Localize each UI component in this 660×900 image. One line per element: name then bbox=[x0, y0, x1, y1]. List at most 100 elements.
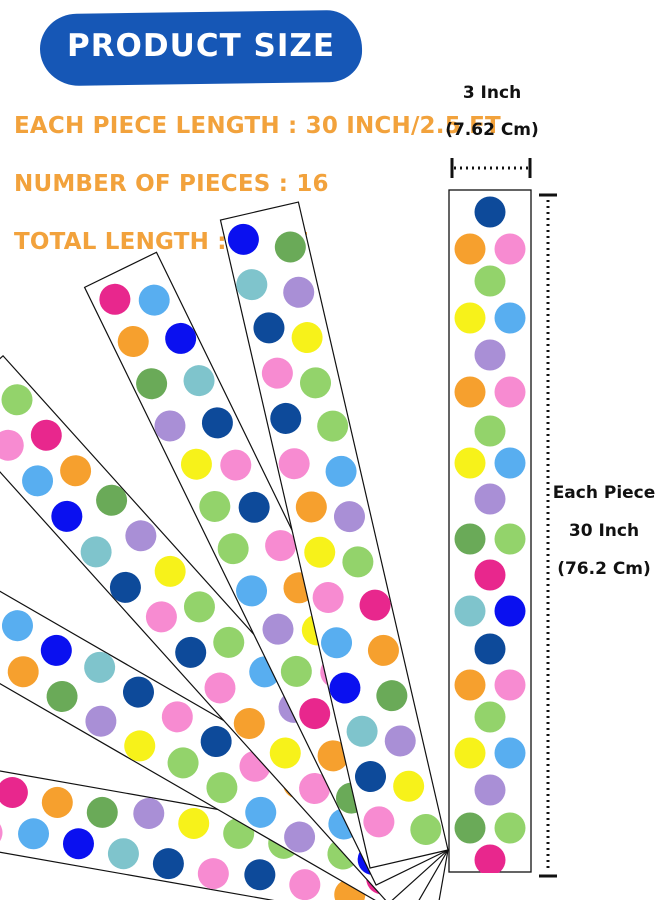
polka-dot bbox=[51, 500, 83, 532]
polka-dot bbox=[236, 269, 268, 301]
polka-dot bbox=[204, 672, 236, 704]
polka-dot bbox=[304, 536, 336, 568]
polka-dot bbox=[454, 595, 486, 627]
polka-dot bbox=[474, 339, 506, 371]
length-inch-label: 30 Inch bbox=[568, 521, 640, 541]
polka-dot bbox=[124, 730, 156, 762]
polka-dot bbox=[291, 322, 323, 354]
polka-dot bbox=[410, 813, 442, 845]
polka-dot bbox=[321, 627, 353, 659]
polka-dot bbox=[494, 595, 526, 627]
polka-dot bbox=[197, 858, 229, 890]
polka-dot bbox=[145, 601, 177, 633]
polka-dot bbox=[283, 276, 315, 308]
polka-dot bbox=[96, 484, 128, 516]
polka-dot bbox=[40, 634, 72, 666]
polka-dot bbox=[253, 312, 285, 344]
polka-dot bbox=[199, 490, 231, 522]
polka-dot bbox=[233, 707, 265, 739]
polka-dot bbox=[206, 772, 238, 804]
polka-dot bbox=[474, 415, 506, 447]
polka-dot bbox=[244, 859, 276, 891]
polka-dot bbox=[213, 626, 245, 658]
polka-dot bbox=[454, 669, 486, 701]
polka-dot bbox=[363, 806, 395, 838]
polka-dot bbox=[133, 797, 165, 829]
polka-dot bbox=[175, 636, 207, 668]
polka-dot bbox=[262, 613, 294, 645]
polka-dot bbox=[494, 376, 526, 408]
polka-dot bbox=[180, 448, 212, 480]
polka-dot bbox=[227, 223, 259, 255]
polka-dot bbox=[474, 701, 506, 733]
polka-dot bbox=[367, 634, 399, 666]
polka-dot bbox=[154, 410, 186, 442]
polka-dot bbox=[494, 523, 526, 555]
polka-dot bbox=[278, 448, 310, 480]
polka-dot bbox=[245, 796, 277, 828]
polka-dot bbox=[494, 669, 526, 701]
polka-dot bbox=[107, 838, 139, 870]
polka-dot bbox=[474, 844, 506, 876]
polka-dot bbox=[265, 530, 297, 562]
width-inch-label: 3 Inch bbox=[462, 83, 522, 103]
polka-dot bbox=[474, 483, 506, 515]
spec-piece-length: EACH PIECE LENGTH : 30 INCH/2.5 FT bbox=[14, 113, 501, 139]
polka-dot bbox=[494, 302, 526, 334]
polka-dot bbox=[7, 656, 39, 688]
length-title-label: Each Piece bbox=[552, 483, 656, 503]
polka-dot bbox=[84, 651, 116, 683]
polka-dot bbox=[0, 776, 28, 808]
polka-dot bbox=[183, 591, 215, 623]
polka-dot bbox=[284, 821, 316, 853]
polka-dot bbox=[325, 455, 357, 487]
polka-dot bbox=[494, 447, 526, 479]
polka-dot bbox=[62, 828, 94, 860]
polka-dot bbox=[109, 571, 141, 603]
polka-dot bbox=[152, 848, 184, 880]
polka-dot bbox=[269, 737, 301, 769]
polka-dot bbox=[200, 726, 232, 758]
polka-dot bbox=[342, 546, 374, 578]
polka-dot bbox=[329, 672, 361, 704]
polka-dot bbox=[22, 465, 54, 497]
polka-dot bbox=[86, 796, 118, 828]
polka-dot bbox=[474, 633, 506, 665]
polka-dot bbox=[289, 869, 321, 900]
polka-dot bbox=[295, 491, 327, 523]
polka-dot bbox=[201, 407, 233, 439]
polka-dot bbox=[359, 589, 391, 621]
polka-dot bbox=[299, 772, 331, 804]
polka-dot bbox=[0, 429, 24, 461]
width-cm-label: (7.62 Cm) bbox=[445, 120, 539, 140]
polka-dot bbox=[454, 737, 486, 769]
polka-dot bbox=[454, 812, 486, 844]
polka-dot bbox=[454, 302, 486, 334]
polka-dot bbox=[161, 701, 193, 733]
polka-dot bbox=[217, 533, 249, 565]
polka-dot bbox=[165, 322, 197, 354]
polka-dot bbox=[454, 447, 486, 479]
spec-number-of-pieces: NUMBER OF PIECES : 16 bbox=[14, 171, 329, 197]
polka-dot bbox=[299, 698, 331, 730]
polka-dot bbox=[85, 705, 117, 737]
length-cm-label: (76.2 Cm) bbox=[557, 559, 651, 579]
polka-dot bbox=[354, 761, 386, 793]
polka-dot bbox=[18, 818, 50, 850]
polka-dot bbox=[494, 812, 526, 844]
polka-dot bbox=[41, 786, 73, 818]
polka-dot bbox=[46, 680, 78, 712]
polka-dot bbox=[274, 231, 306, 263]
polka-dot bbox=[317, 410, 349, 442]
polka-dot bbox=[280, 655, 312, 687]
polka-dot bbox=[474, 265, 506, 297]
polka-dot bbox=[300, 367, 332, 399]
polka-dot bbox=[376, 680, 408, 712]
polka-dot bbox=[220, 449, 252, 481]
polka-dot bbox=[236, 575, 268, 607]
polka-dot bbox=[136, 368, 168, 400]
header-title: PRODUCT SIZE bbox=[66, 28, 336, 64]
polka-dot bbox=[138, 284, 170, 316]
polka-dot bbox=[178, 807, 210, 839]
